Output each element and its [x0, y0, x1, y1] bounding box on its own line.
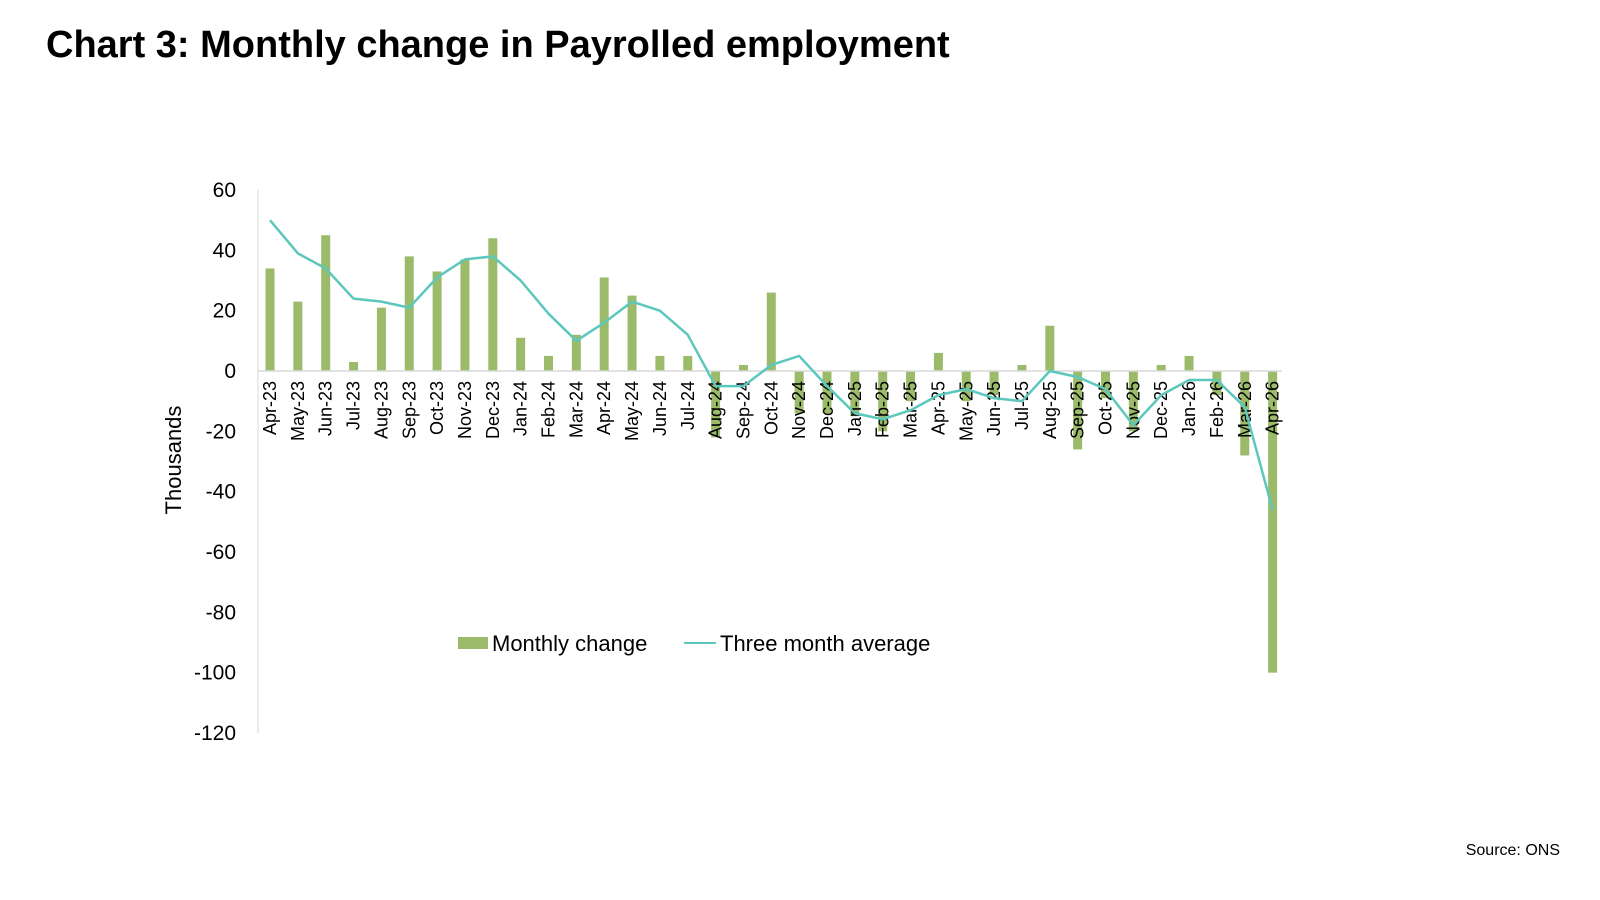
x-tick-label: Dec-25 — [1151, 381, 1171, 439]
bar-Oct-25 — [1101, 371, 1110, 399]
x-tick-label: May-25 — [956, 381, 976, 441]
bar-Jan-25 — [850, 371, 860, 417]
bar-Apr-23 — [265, 268, 275, 371]
bar-Aug-24 — [711, 371, 721, 438]
bar-Mar-24 — [571, 334, 581, 371]
y-ticks: 60 40 20 0 -20 -40 -60 -80 -100 -120 — [194, 179, 236, 745]
bar-Jun-24 — [655, 355, 665, 371]
x-tick-label: Aug-25 — [1040, 381, 1060, 439]
y-tick-label: -120 — [194, 722, 236, 745]
y-tick-label: -40 — [206, 481, 236, 504]
x-tick-label: Sep-23 — [399, 381, 419, 439]
bar-Nov-25 — [1128, 371, 1138, 432]
x-tick-label: Nov-24 — [789, 381, 809, 439]
bar-May-23 — [293, 301, 303, 371]
x-tick-label: Apr-25 — [928, 381, 948, 435]
x-tick-label: May-23 — [288, 381, 308, 441]
bar-Sep-23 — [404, 256, 414, 371]
bar-Sep-25 — [1073, 371, 1083, 450]
y-tick-label: -100 — [194, 662, 236, 685]
x-tick-label: Dec-24 — [817, 381, 837, 439]
bar-May-24 — [627, 295, 637, 371]
chart-title: Chart 3: Monthly change in Payrolled emp… — [46, 24, 950, 66]
bar-Aug-23 — [376, 307, 386, 371]
x-tick-label: Aug-23 — [371, 381, 391, 439]
legend-line-label: Three month average — [720, 631, 930, 656]
y-tick-label: 0 — [224, 360, 236, 383]
bar-Apr-26 — [1268, 371, 1278, 673]
x-tick-label: Jan-25 — [845, 381, 865, 436]
x-tick-label: Feb-26 — [1207, 381, 1227, 438]
bar-Jun-23 — [321, 235, 331, 371]
bar-Dec-25 — [1156, 364, 1166, 371]
source-note: Source: ONS — [1465, 842, 1560, 859]
bar-Mar-26 — [1240, 371, 1250, 456]
bar-Oct-23 — [432, 271, 442, 371]
x-tick-label: Sep-24 — [733, 381, 753, 439]
bar-Jul-24 — [683, 355, 693, 371]
bar-Dec-24 — [822, 371, 832, 414]
bar-Dec-23 — [488, 238, 498, 371]
bar-Apr-25 — [933, 352, 943, 371]
bar-Jun-25 — [989, 371, 999, 396]
y-tick-label: 40 — [213, 239, 236, 262]
bar-Feb-26 — [1212, 371, 1222, 396]
x-tick-label: Oct-24 — [761, 381, 781, 435]
y-tick-label: -80 — [206, 601, 236, 624]
x-tick-label: May-24 — [622, 381, 642, 441]
y-tick-label: -60 — [206, 541, 236, 564]
x-tick-label: Oct-23 — [427, 381, 447, 435]
bar-Sep-24 — [738, 364, 748, 371]
x-tick-label: Nov-25 — [1123, 381, 1143, 439]
x-tick-label: Jun-24 — [650, 381, 670, 436]
bar-Feb-24 — [544, 355, 553, 371]
bar-Jan-24 — [516, 337, 526, 371]
x-tick-label: Feb-24 — [539, 381, 559, 438]
x-tick-label: Aug-24 — [706, 381, 726, 439]
x-tick-label: Jul-25 — [1012, 381, 1032, 430]
bar-Apr-24 — [599, 277, 609, 371]
x-tick-label: Sep-25 — [1068, 381, 1088, 439]
y-tick-label: 20 — [213, 300, 236, 323]
three-month-average-line — [269, 219, 1274, 511]
legend-bar-swatch — [458, 637, 488, 649]
bar-Nov-24 — [794, 371, 804, 414]
x-tick-label: Jan-24 — [511, 381, 531, 436]
x-tick-label: Jun-25 — [984, 381, 1004, 436]
x-tick-label: Apr-24 — [594, 381, 614, 435]
y-axis-title: Thousands — [161, 406, 186, 515]
bar-Jan-26 — [1184, 355, 1194, 371]
x-tick-label: Nov-23 — [455, 381, 475, 439]
bar-Mar-25 — [906, 371, 916, 402]
bar-Jul-23 — [349, 361, 359, 371]
y-tick-label: -20 — [206, 420, 236, 443]
x-tick-label: Jul-23 — [344, 381, 364, 430]
category-labels: Apr-23 May-23 Jun-23 Jul-23 Aug-23 Sep-23 Oct-… — [260, 381, 1283, 441]
x-tick-label: Apr-23 — [260, 381, 280, 435]
x-tick-label: Feb-25 — [873, 381, 893, 438]
y-tick-label: 60 — [213, 179, 236, 202]
bar-May-25 — [961, 371, 971, 402]
x-tick-label: Jan-26 — [1179, 381, 1199, 436]
bar-Feb-25 — [878, 371, 888, 432]
x-tick-label: Apr-26 — [1263, 381, 1283, 435]
bar-Jul-25 — [1017, 364, 1027, 371]
bar-Oct-24 — [766, 292, 776, 371]
x-tick-label: Jul-24 — [678, 381, 698, 430]
legend-bar-label: Monthly change — [492, 631, 647, 656]
x-tick-label: Mar-24 — [566, 381, 586, 438]
bar-Aug-25 — [1045, 325, 1055, 371]
bar-Nov-23 — [460, 259, 470, 371]
legend: Monthly change Three month average — [458, 631, 930, 656]
bars-layer — [265, 235, 1278, 673]
line-layer — [269, 219, 1274, 511]
x-tick-label: Jun-23 — [316, 381, 336, 436]
x-tick-label: Dec-23 — [483, 381, 503, 439]
